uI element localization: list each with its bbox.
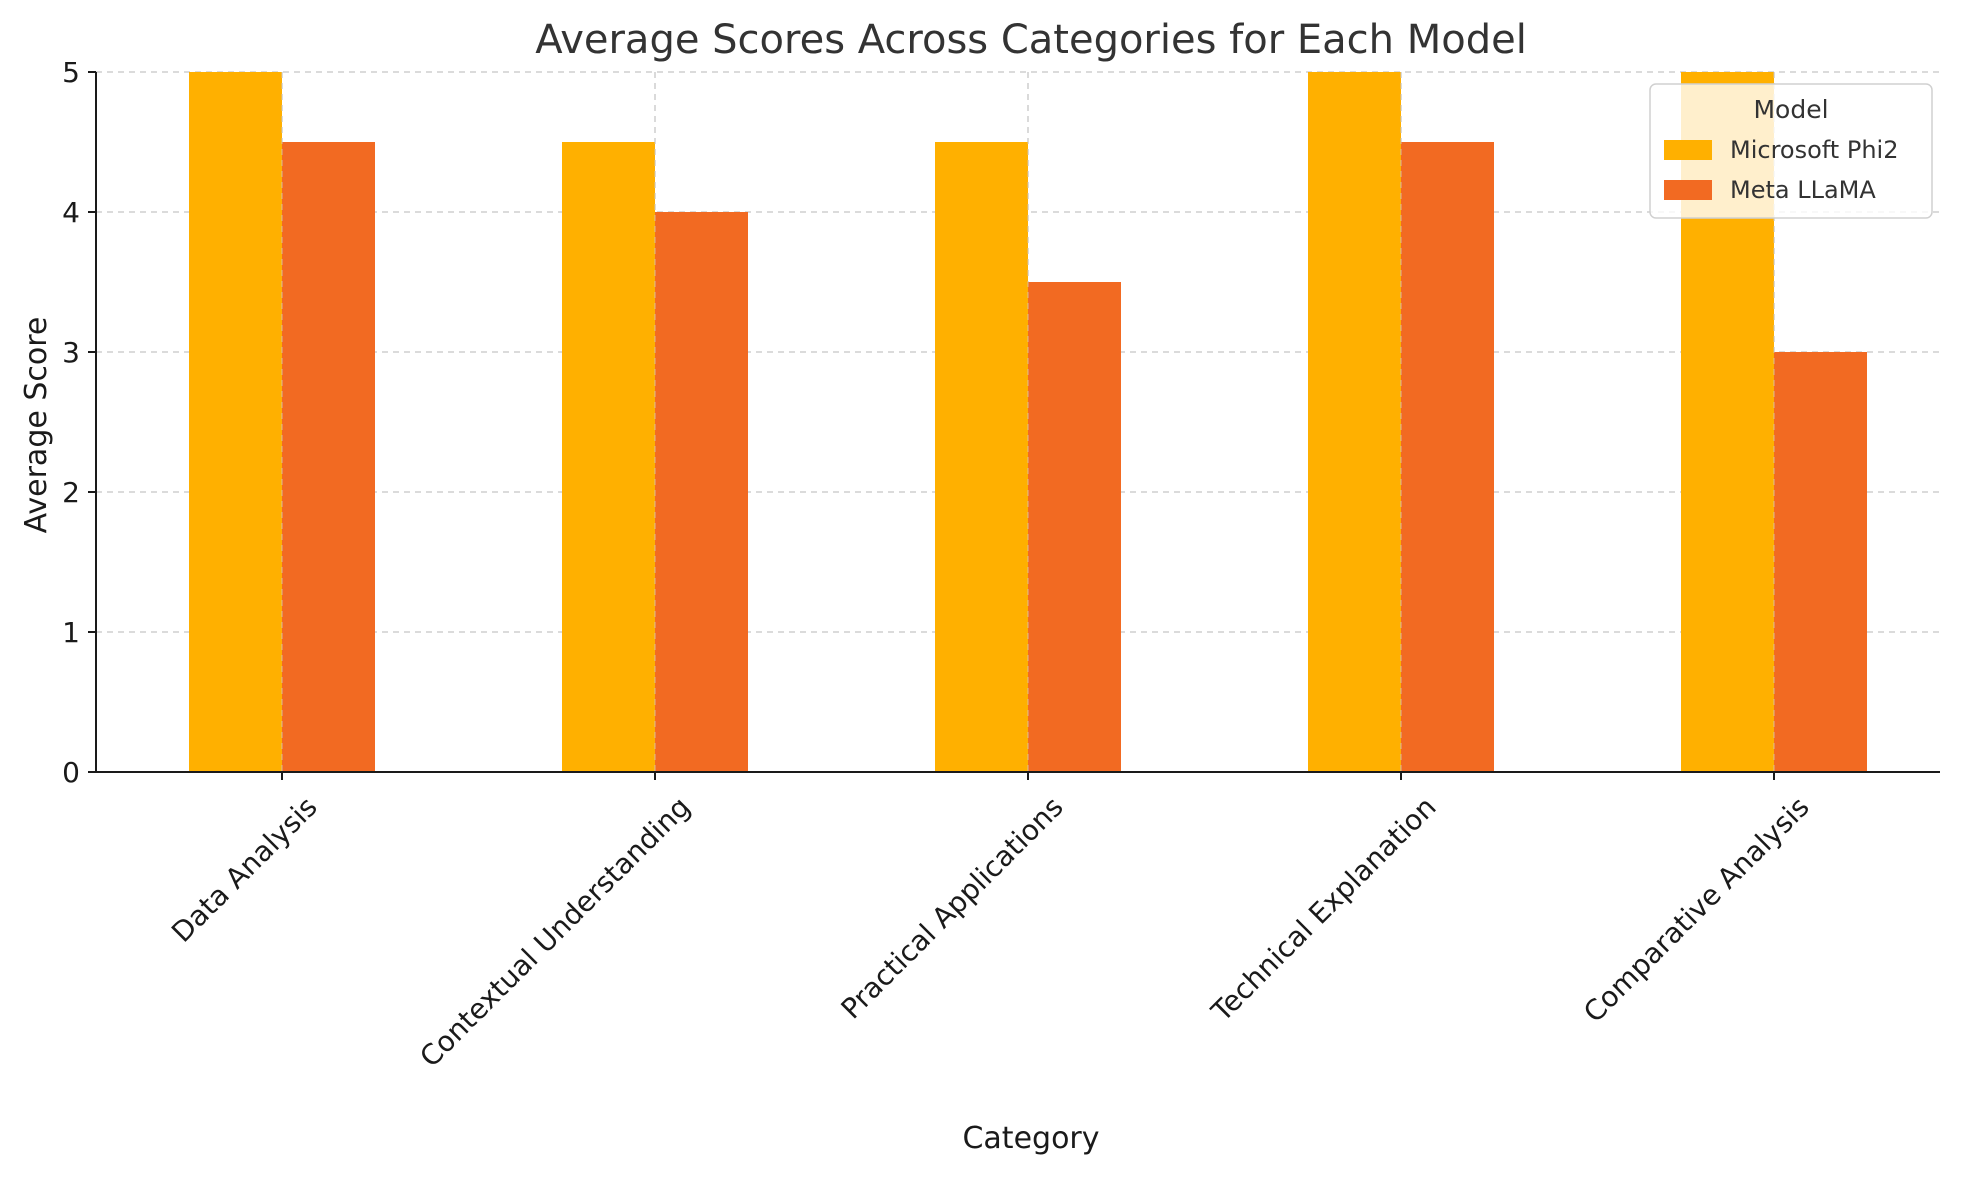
y-tick-label: 1 <box>62 616 80 649</box>
bar-meta-llama-4 <box>1774 352 1867 772</box>
legend-box <box>1649 83 1933 219</box>
bar-microsoft-phi2-2 <box>935 142 1028 772</box>
legend: Model Microsoft Phi2 Meta LLaMA <box>1649 83 1933 219</box>
y-tick-label: 0 <box>62 756 80 789</box>
legend-swatch <box>1664 140 1712 160</box>
x-tick-label: Practical Applications <box>835 790 1070 1025</box>
x-tick-label: Data Analysis <box>165 790 323 948</box>
chart-title: Average Scores Across Categories for Eac… <box>535 17 1527 63</box>
bar-microsoft-phi2-0 <box>189 72 282 772</box>
y-tick-label: 3 <box>62 336 80 369</box>
bar-microsoft-phi2-3 <box>1308 72 1401 772</box>
y-axis-label: Average Score <box>19 317 54 534</box>
x-axis-label: Category <box>962 1121 1099 1156</box>
legend-label: Microsoft Phi2 <box>1730 136 1898 164</box>
legend-swatch <box>1664 180 1712 200</box>
x-tick-label: Comparative Analysis <box>1577 790 1816 1029</box>
y-tick-label: 5 <box>62 56 80 89</box>
bar-meta-llama-1 <box>655 212 748 772</box>
y-tick-label: 2 <box>62 476 80 509</box>
bar-microsoft-phi2-1 <box>562 142 655 772</box>
legend-label: Meta LLaMA <box>1730 176 1876 204</box>
bar-meta-llama-3 <box>1401 142 1494 772</box>
bar-meta-llama-0 <box>282 142 375 772</box>
x-tick-label: Contextual Understanding <box>413 790 696 1073</box>
legend-title: Model <box>1753 95 1828 124</box>
bar-meta-llama-2 <box>1028 282 1121 772</box>
bars <box>189 72 1867 772</box>
axes <box>88 71 1940 780</box>
y-tick-label: 4 <box>62 196 80 229</box>
x-tick-label: Technical Explanation <box>1204 790 1442 1028</box>
